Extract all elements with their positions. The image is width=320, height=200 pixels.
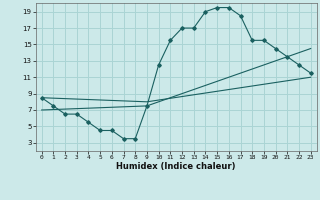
X-axis label: Humidex (Indice chaleur): Humidex (Indice chaleur) [116,162,236,171]
